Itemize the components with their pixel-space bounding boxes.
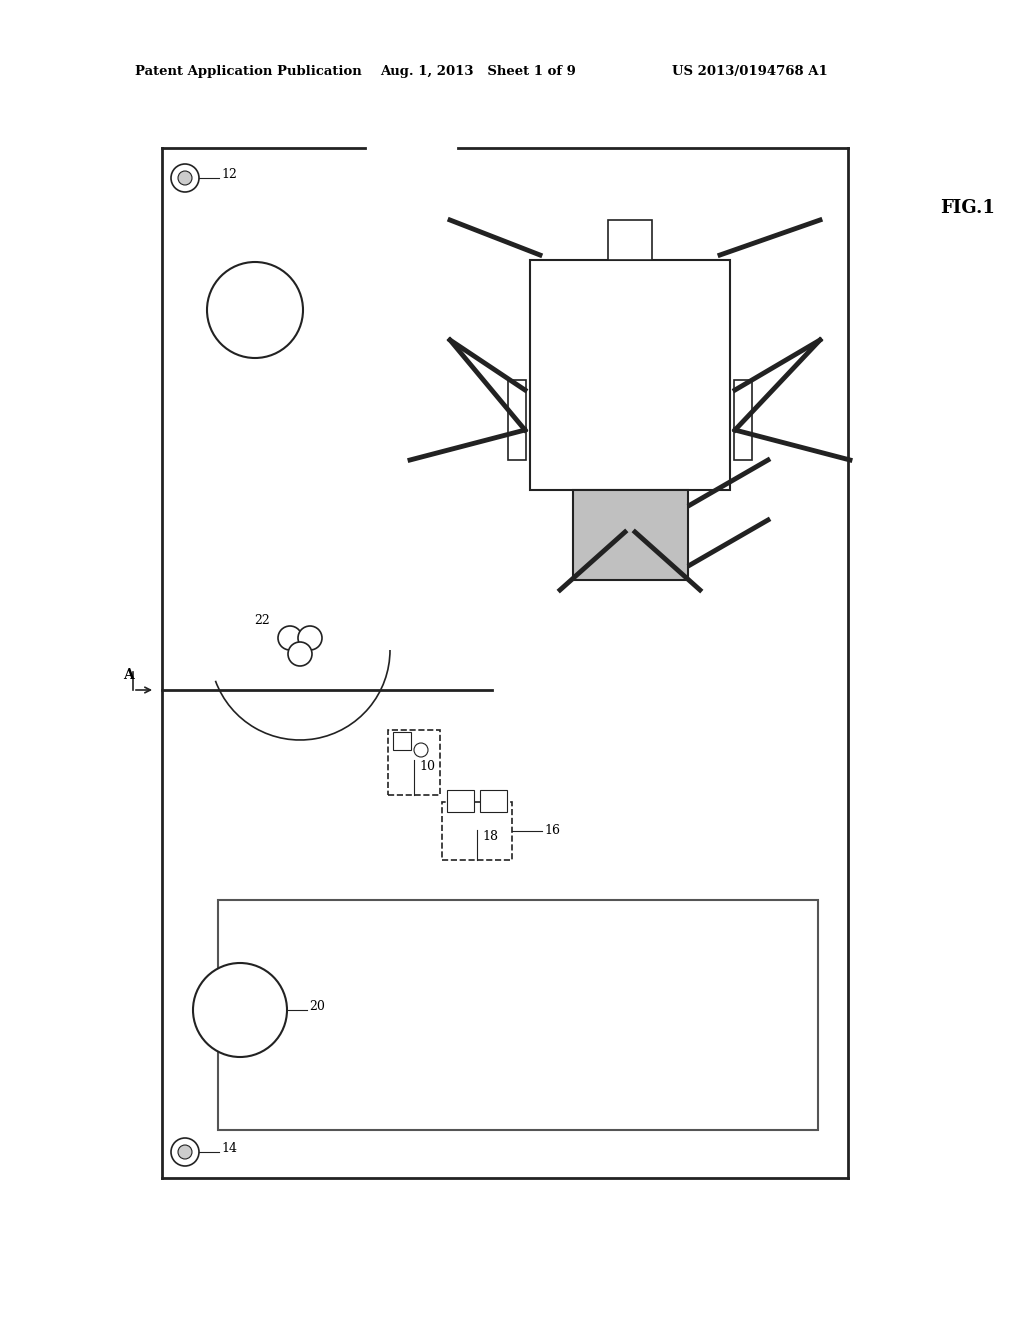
Bar [480, 789, 507, 812]
Bar [530, 260, 730, 490]
Text: FIG.1: FIG.1 [941, 199, 995, 216]
Circle shape [298, 626, 322, 649]
Text: 22: 22 [254, 614, 270, 627]
Circle shape [171, 1138, 199, 1166]
Circle shape [288, 642, 312, 667]
Circle shape [178, 172, 193, 185]
Text: 14: 14 [221, 1142, 237, 1155]
Circle shape [207, 261, 303, 358]
Circle shape [178, 1144, 193, 1159]
Text: 16: 16 [544, 825, 560, 837]
Text: 12: 12 [221, 168, 237, 181]
Bar [734, 380, 752, 459]
Circle shape [193, 964, 287, 1057]
Circle shape [414, 743, 428, 756]
Circle shape [171, 164, 199, 191]
Bar [218, 900, 818, 1130]
Bar [388, 730, 440, 795]
Bar [393, 733, 411, 750]
Text: Patent Application Publication: Patent Application Publication [135, 66, 361, 78]
Circle shape [278, 626, 302, 649]
Bar [508, 380, 526, 459]
Bar [447, 789, 474, 812]
Text: A: A [123, 668, 133, 682]
Text: Aug. 1, 2013   Sheet 1 of 9: Aug. 1, 2013 Sheet 1 of 9 [380, 66, 575, 78]
Bar [608, 220, 652, 260]
Text: 20: 20 [309, 1001, 325, 1014]
Bar [442, 803, 512, 861]
Text: US 2013/0194768 A1: US 2013/0194768 A1 [672, 66, 827, 78]
Text: 18: 18 [482, 830, 498, 843]
Text: 10: 10 [419, 760, 435, 774]
Bar [573, 490, 688, 579]
